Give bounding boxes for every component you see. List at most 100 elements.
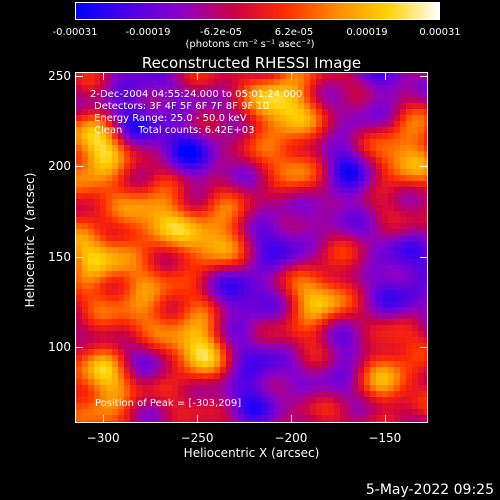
heatmap-cell	[304, 103, 311, 110]
heatmap-cell	[226, 421, 233, 422]
heatmap-cell	[118, 367, 125, 374]
heatmap-cell	[118, 211, 125, 218]
heatmap-cell	[406, 361, 413, 368]
heatmap-cell	[400, 223, 407, 230]
heatmap-cell	[208, 337, 215, 344]
heatmap-cell	[196, 277, 203, 284]
heatmap-cell	[94, 103, 101, 110]
heatmap-cell	[340, 145, 347, 152]
heatmap-cell	[106, 241, 113, 248]
heatmap-cell	[118, 397, 125, 404]
heatmap-cell	[208, 289, 215, 296]
heatmap-cell	[244, 127, 251, 134]
heatmap-cell	[268, 325, 275, 332]
heatmap-cell	[346, 271, 353, 278]
heatmap-cell	[268, 79, 275, 86]
heatmap-cell	[202, 97, 209, 104]
heatmap-cell	[256, 109, 263, 116]
heatmap-cell	[88, 169, 95, 176]
heatmap-cell	[106, 73, 113, 80]
colorbar-tick: 0.00019	[346, 27, 388, 38]
heatmap-cell	[172, 199, 179, 206]
heatmap-cell	[226, 109, 233, 116]
heatmap-cell	[166, 337, 173, 344]
heatmap-cell	[88, 265, 95, 272]
heatmap-cell	[172, 259, 179, 266]
heatmap-cell	[340, 259, 347, 266]
heatmap-cell	[424, 367, 427, 374]
heatmap-cell	[154, 367, 161, 374]
heatmap-cell	[232, 217, 239, 224]
heatmap-cell	[316, 253, 323, 260]
heatmap-cell	[100, 139, 107, 146]
heatmap-cell	[196, 181, 203, 188]
heatmap-cell	[238, 403, 245, 410]
heatmap-cell	[268, 211, 275, 218]
heatmap-cell	[268, 103, 275, 110]
heatmap-cell	[298, 343, 305, 350]
heatmap-cell	[400, 259, 407, 266]
heatmap-cell	[274, 343, 281, 350]
heatmap-cell	[310, 103, 317, 110]
heatmap-cell	[172, 205, 179, 212]
heatmap-cell	[346, 175, 353, 182]
heatmap-cell	[130, 127, 137, 134]
heatmap-cell	[328, 175, 335, 182]
heatmap-cell	[364, 127, 371, 134]
heatmap-cell	[346, 325, 353, 332]
heatmap-cell	[328, 139, 335, 146]
heatmap-cell	[166, 415, 173, 422]
heatmap-cell	[232, 121, 239, 128]
heatmap-cell	[172, 175, 179, 182]
heatmap-cell	[244, 163, 251, 170]
heatmap-cell	[178, 403, 185, 410]
heatmap-cell	[316, 163, 323, 170]
heatmap-cell	[220, 355, 227, 362]
heatmap-cell	[376, 361, 383, 368]
heatmap-cell	[226, 373, 233, 380]
heatmap-cell	[184, 73, 191, 80]
heatmap-cell	[208, 355, 215, 362]
heatmap-cell	[214, 73, 221, 80]
heatmap-cell	[220, 331, 227, 338]
heatmap-cell	[328, 97, 335, 104]
heatmap-cell	[316, 199, 323, 206]
heatmap-cell	[322, 91, 329, 98]
heatmap-cell	[388, 187, 395, 194]
heatmap-cell	[136, 403, 143, 410]
heatmap-cell	[202, 409, 209, 416]
heatmap-cell	[358, 145, 365, 152]
heatmap-cell	[400, 109, 407, 116]
heatmap-cell	[112, 319, 119, 326]
heatmap-cell	[340, 373, 347, 380]
heatmap-cell	[160, 163, 167, 170]
heatmap-cell	[94, 403, 101, 410]
heatmap-cell	[154, 73, 161, 80]
heatmap-cell	[394, 271, 401, 278]
heatmap-cell	[76, 187, 83, 194]
heatmap-cell	[322, 181, 329, 188]
heatmap-cell	[364, 277, 371, 284]
heatmap-cell	[220, 199, 227, 206]
heatmap-cell	[298, 73, 305, 80]
heatmap-cell	[220, 223, 227, 230]
heatmap-cell	[298, 391, 305, 398]
heatmap-cell	[406, 205, 413, 212]
heatmap-cell	[214, 241, 221, 248]
heatmap-cell	[394, 121, 401, 128]
heatmap-cell	[418, 409, 425, 416]
heatmap-cell	[208, 247, 215, 254]
heatmap-cell	[190, 163, 197, 170]
heatmap-cell	[394, 91, 401, 98]
heatmap-cell	[250, 391, 257, 398]
heatmap-cell	[82, 289, 89, 296]
heatmap-cell	[298, 349, 305, 356]
heatmap-cell	[82, 409, 89, 416]
heatmap-cell	[154, 163, 161, 170]
heatmap-cell	[412, 379, 419, 386]
heatmap-cell	[370, 391, 377, 398]
heatmap-cell	[388, 163, 395, 170]
heatmap-cell	[382, 325, 389, 332]
heatmap-cell	[328, 253, 335, 260]
heatmap-cell	[268, 121, 275, 128]
